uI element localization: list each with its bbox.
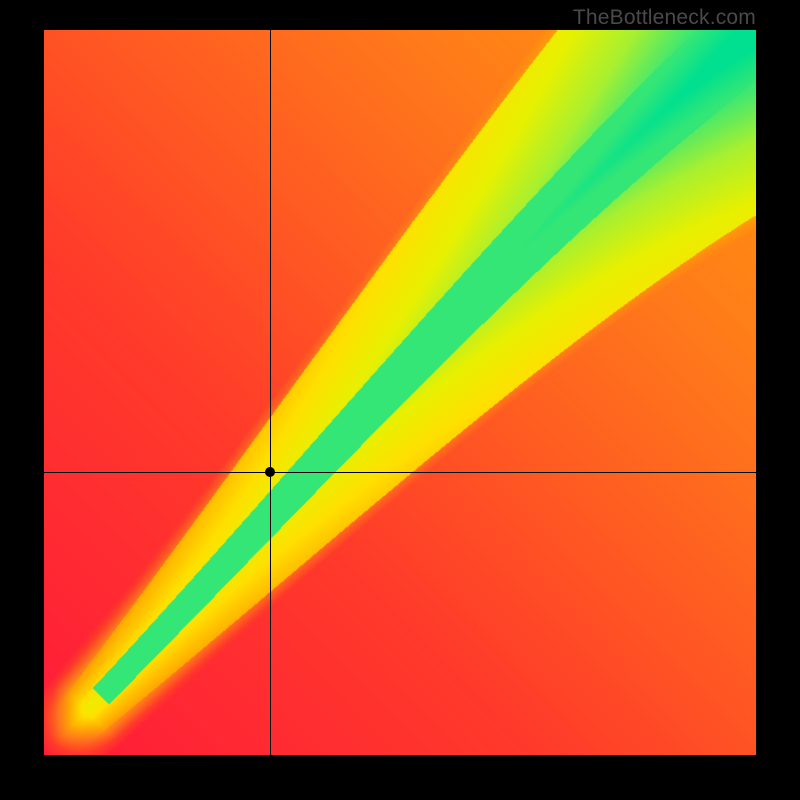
watermark-text: TheBottleneck.com [573, 6, 756, 30]
crosshair-marker [265, 467, 275, 477]
plot-area [44, 30, 756, 755]
crosshair-horizontal [44, 472, 756, 473]
heatmap-canvas [44, 30, 756, 755]
chart-container: TheBottleneck.com [0, 0, 800, 800]
crosshair-vertical [270, 30, 271, 755]
